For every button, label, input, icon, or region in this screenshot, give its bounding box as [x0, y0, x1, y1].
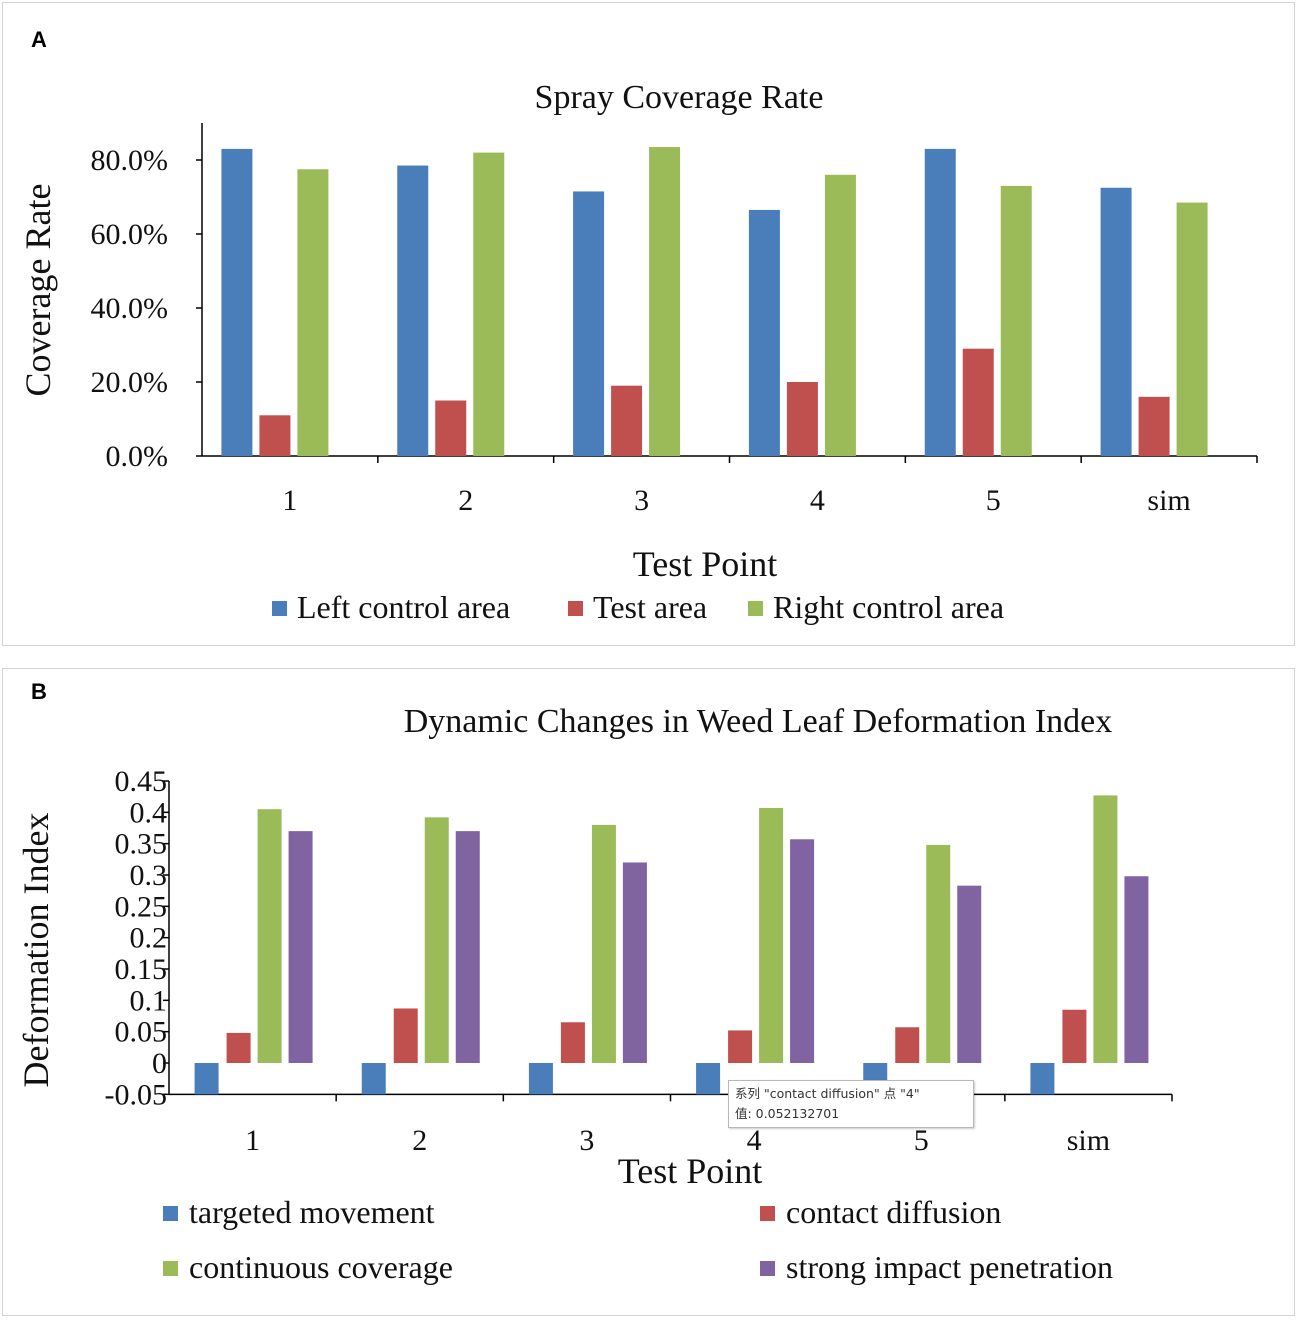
- chartb-y-tick-label: 0.1: [130, 984, 168, 1017]
- charta-legend-swatch: [748, 601, 763, 616]
- chartb-bar: [759, 807, 784, 1063]
- chartb-y-tick-label: -0.05: [105, 1078, 168, 1111]
- panel-b: B: [2, 668, 1295, 1316]
- chartb-x-tick-label: sim: [1067, 1124, 1110, 1157]
- chartb-bar: [622, 862, 647, 1063]
- charta-x-tick-label: 2: [458, 484, 473, 517]
- charta-bar: [1000, 185, 1032, 456]
- tooltip-series-line: 系列 "contact diffusion" 点 "4": [735, 1086, 920, 1101]
- chartb-bar: [790, 839, 815, 1063]
- charta-x-tick-label: 5: [986, 484, 1001, 517]
- charta-bar: [221, 148, 253, 456]
- charta-legend-label: Left control area: [297, 589, 510, 625]
- charta-bar: [259, 415, 291, 456]
- chartb-legend-label: contact diffusion: [786, 1194, 1001, 1230]
- charta-x-axis-label: Test Point: [633, 544, 778, 584]
- chartb-y-axis-label: Deformation Index: [16, 813, 56, 1088]
- chartb-y-tick-label: 0.15: [115, 953, 168, 986]
- chartb-x-axis-label: Test Point: [618, 1151, 763, 1191]
- chartb-y-tick-label: 0.4: [130, 796, 168, 829]
- charta-bar: [1138, 396, 1170, 456]
- charta-y-tick-label: 20.0%: [91, 366, 169, 399]
- charta-y-axis-label: Coverage Rate: [18, 184, 58, 397]
- chartb-x-tick-label: 1: [245, 1124, 260, 1157]
- chartb-bar: [226, 1032, 251, 1063]
- chartb-y-tick-label: 0: [152, 1047, 167, 1080]
- charta-y-tick-label: 40.0%: [91, 292, 169, 325]
- chartb-bar: [895, 1027, 920, 1063]
- chartb-x-tick-label: 4: [747, 1124, 762, 1157]
- chartb-y-tick-label: 0.45: [115, 765, 168, 798]
- charta-bar: [748, 209, 780, 456]
- chartb-y-tick-label: 0.3: [130, 859, 168, 892]
- chartb-bar: [591, 824, 616, 1063]
- charta-title: Spray Coverage Rate: [535, 79, 824, 116]
- charta-bar: [649, 147, 681, 457]
- panel-label-a: A: [31, 27, 47, 52]
- chartb-y-tick-label: 0.35: [115, 828, 168, 861]
- charta-bar: [1100, 187, 1132, 456]
- chartb-bar: [455, 831, 480, 1063]
- chartb-legend-swatch: [163, 1261, 178, 1276]
- chartb-legend-label: strong impact penetration: [786, 1249, 1113, 1285]
- chartb-bar: [1030, 1063, 1055, 1095]
- chartb-bar: [560, 1022, 585, 1063]
- chartb-bar: [288, 831, 313, 1063]
- chartb-legend-swatch: [760, 1206, 775, 1221]
- chartb-legend-label: continuous coverage: [189, 1249, 453, 1285]
- charta-bar: [435, 400, 467, 456]
- chartb-bar: [361, 1063, 386, 1095]
- chartb-bar: [1093, 795, 1118, 1063]
- charta-bar: [924, 148, 956, 456]
- charta-legend-swatch: [568, 601, 583, 616]
- chartb-bar: [728, 1030, 753, 1063]
- panel-a: A: [2, 2, 1295, 646]
- chartb-legend-swatch: [760, 1261, 775, 1276]
- tooltip-value-line: 值: 0.052132701: [735, 1106, 840, 1121]
- chartb-y-tick-label: 0.2: [130, 922, 168, 955]
- charta-bar: [573, 191, 605, 456]
- chartb-legend-label: targeted movement: [189, 1194, 435, 1230]
- charta-bar: [297, 169, 329, 456]
- charta-bar: [473, 152, 505, 456]
- data-tooltip: 系列 "contact diffusion" 点 "4" 值: 0.052132…: [728, 1080, 974, 1128]
- charta-x-tick-label: 1: [282, 484, 297, 517]
- chartb-x-tick-label: 2: [412, 1124, 427, 1157]
- chartb-y-tick-label: 0.25: [115, 890, 168, 923]
- chartb-bar: [957, 885, 982, 1063]
- chartb-bar: [528, 1063, 553, 1095]
- charta-y-tick-label: 60.0%: [91, 218, 169, 251]
- chartb-bar: [424, 817, 449, 1063]
- charta-y-tick-label: 80.0%: [91, 144, 169, 177]
- chartb-x-tick-label: 5: [914, 1124, 929, 1157]
- charta-legend-swatch: [272, 601, 287, 616]
- charta-legend-label: Test area: [593, 589, 707, 625]
- charta-y-tick-label: 0.0%: [106, 440, 169, 473]
- chartb-bar: [194, 1063, 219, 1095]
- chartb-bar: [257, 809, 282, 1063]
- chartb-x-tick-label: 3: [579, 1124, 594, 1157]
- charta-bar: [962, 348, 994, 456]
- charta-bar: [397, 165, 429, 457]
- charta-x-tick-label: sim: [1147, 484, 1190, 517]
- chartb-bar: [926, 844, 951, 1063]
- chartb-bar: [1124, 876, 1149, 1063]
- charta-x-tick-label: 3: [634, 484, 649, 517]
- chartb-title: Dynamic Changes in Weed Leaf Deformation…: [404, 703, 1113, 740]
- charta-x-tick-label: 4: [810, 484, 825, 517]
- chartb-legend-swatch: [163, 1206, 178, 1221]
- panel-label-b: B: [31, 679, 47, 704]
- charta-bar: [786, 382, 818, 456]
- chartb-bar: [393, 1008, 418, 1063]
- chartb-bar: [1062, 1009, 1087, 1063]
- charta-bar: [1176, 202, 1208, 456]
- charta-bar: [611, 385, 643, 456]
- chartb-bar: [696, 1063, 721, 1095]
- chartb-y-tick-label: 0.05: [115, 1016, 168, 1049]
- charta-legend-label: Right control area: [773, 589, 1004, 625]
- charta-bar: [824, 174, 856, 457]
